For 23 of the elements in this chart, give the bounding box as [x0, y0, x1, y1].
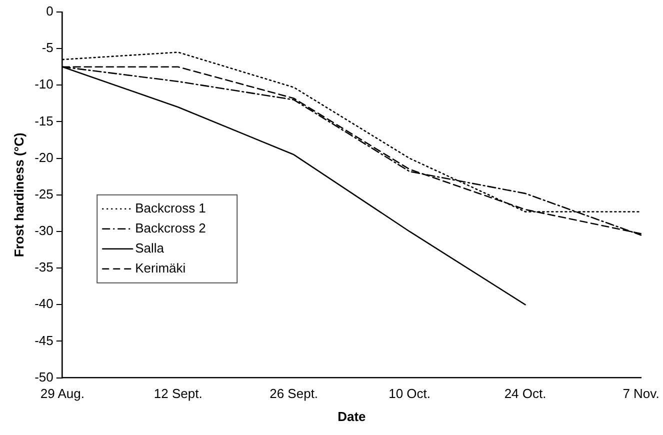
y-tick-label: -10: [34, 76, 54, 92]
y-tick-label: -15: [34, 113, 54, 128]
y-tick-label: 0: [46, 4, 54, 19]
y-tick-label: -5: [42, 40, 54, 56]
x-tick-label: 7 Nov.: [622, 386, 660, 402]
legend-label: Backcross 1: [135, 200, 206, 216]
legend-label: Salla: [135, 240, 165, 256]
x-tick-label: 12 Sept.: [154, 386, 202, 402]
y-tick-label: -45: [34, 332, 54, 348]
x-tick-label: 26 Sept.: [270, 386, 318, 402]
y-tick-label: -50: [34, 369, 54, 384]
y-tick-label: -20: [34, 150, 54, 165]
legend-label: Kerimäki: [135, 260, 186, 276]
legend-label: Backcross 2: [135, 220, 206, 236]
y-tick-label: -35: [34, 260, 54, 275]
x-tick-label: 24 Oct.: [504, 386, 546, 402]
x-tick-label: 29 Aug.: [40, 386, 84, 402]
x-axis-title: Date: [338, 408, 366, 424]
y-tick-label: -25: [34, 186, 54, 202]
y-tick-label: -30: [34, 223, 54, 238]
x-tick-label: 10 Oct.: [388, 386, 431, 402]
y-tick-label: -40: [34, 296, 54, 312]
y-axis-title: Frost hardiness (°C): [11, 132, 26, 258]
